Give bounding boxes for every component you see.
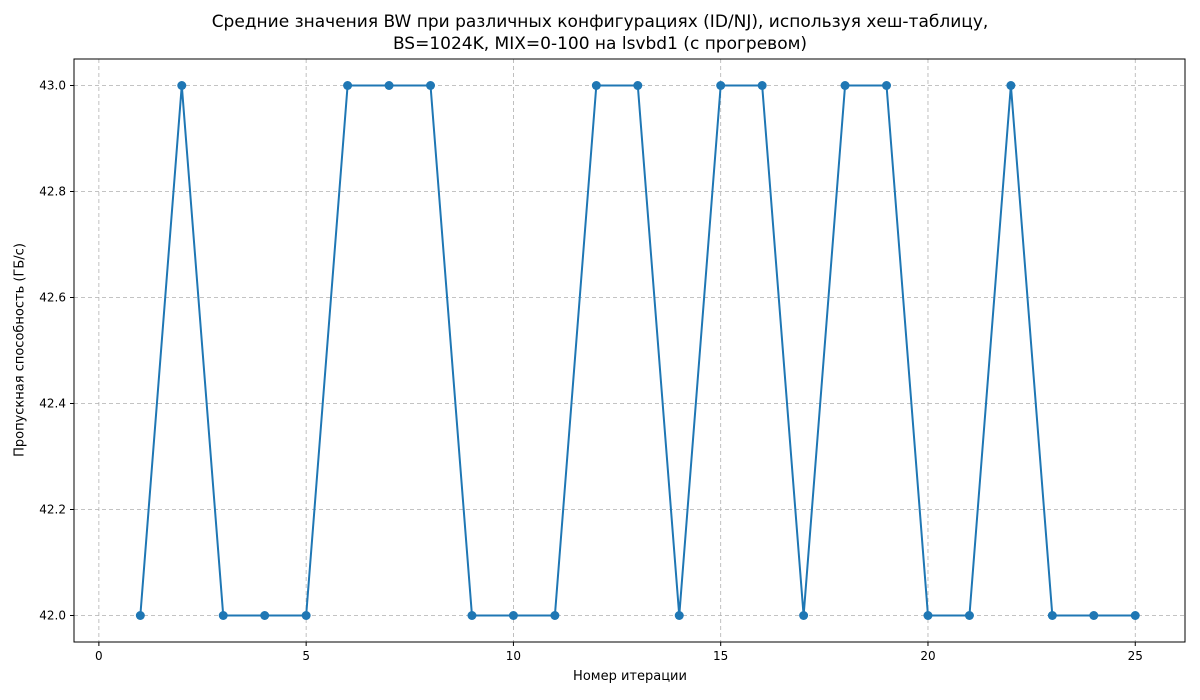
chart-title-line-1: Средние значения BW при различных конфиг… bbox=[211, 12, 989, 32]
data-point bbox=[757, 81, 767, 90]
data-point bbox=[1130, 611, 1140, 620]
series-line bbox=[139, 84, 1136, 617]
data-point bbox=[508, 611, 518, 620]
data-point bbox=[177, 81, 187, 90]
x-tick-label: 5 bbox=[302, 649, 310, 663]
data-point bbox=[135, 611, 145, 620]
data-point bbox=[301, 611, 311, 620]
data-point bbox=[1047, 611, 1057, 620]
x-tick-label: 10 bbox=[506, 649, 521, 663]
data-point bbox=[1089, 611, 1099, 620]
data-point bbox=[426, 81, 436, 90]
y-axis-label: Пропускная способность (ГБ/с) bbox=[12, 243, 28, 457]
data-point bbox=[633, 81, 643, 90]
x-tick-label: 25 bbox=[1128, 649, 1143, 663]
x-tick-label: 0 bbox=[95, 649, 103, 663]
data-point bbox=[964, 611, 974, 620]
data-point bbox=[467, 611, 477, 620]
x-axis-label: Номер итерации bbox=[573, 669, 687, 684]
x-tick-label: 20 bbox=[920, 649, 935, 663]
y-tick-label: 42.2 bbox=[39, 503, 66, 517]
data-point bbox=[840, 81, 850, 90]
x-tick-label: 15 bbox=[713, 649, 728, 663]
axes-frame bbox=[73, 58, 1186, 643]
data-point bbox=[591, 81, 601, 90]
data-point bbox=[550, 611, 560, 620]
data-point bbox=[343, 81, 353, 90]
y-tick-label: 42.6 bbox=[39, 291, 66, 305]
data-point bbox=[799, 611, 809, 620]
y-tick-label: 42.8 bbox=[39, 185, 66, 199]
data-point bbox=[674, 611, 684, 620]
chart-title-line-2: BS=1024K, MIX=0-100 на lsvbd1 (с прогрев… bbox=[392, 34, 808, 54]
data-point bbox=[882, 81, 892, 90]
data-point bbox=[260, 611, 270, 620]
y-tick-label: 42.0 bbox=[39, 609, 66, 623]
data-point bbox=[716, 81, 726, 90]
data-point bbox=[218, 611, 228, 620]
data-point bbox=[923, 611, 933, 620]
data-point bbox=[384, 81, 394, 90]
y-tick-label: 42.4 bbox=[39, 397, 66, 411]
y-tick-label: 43.0 bbox=[39, 79, 66, 93]
data-point bbox=[1006, 81, 1016, 90]
